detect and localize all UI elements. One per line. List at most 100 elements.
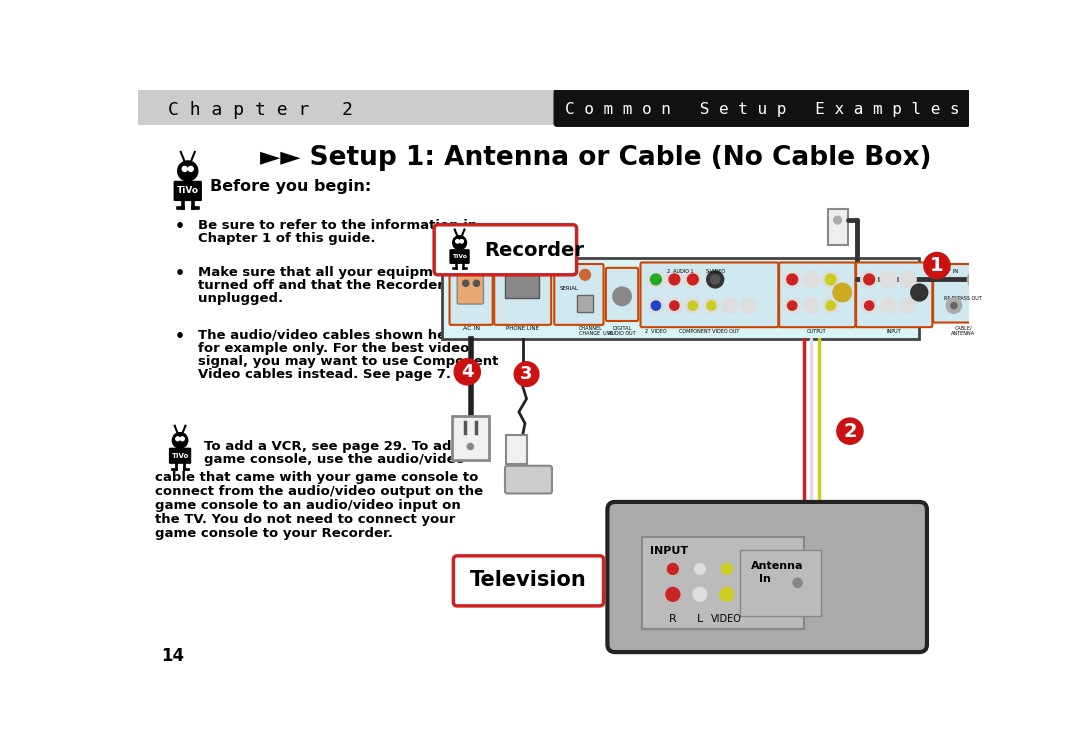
FancyBboxPatch shape [554, 88, 971, 127]
Circle shape [666, 298, 683, 314]
Circle shape [662, 584, 684, 605]
Text: 14: 14 [161, 647, 184, 665]
Circle shape [670, 301, 679, 310]
FancyBboxPatch shape [495, 264, 551, 325]
Circle shape [688, 301, 698, 310]
Text: SERIAL: SERIAL [559, 286, 579, 290]
FancyBboxPatch shape [451, 416, 489, 460]
Text: COMPONENT VIDEO OUT: COMPONENT VIDEO OUT [679, 328, 739, 334]
Circle shape [666, 587, 679, 602]
Text: TiVo: TiVo [172, 453, 189, 459]
Circle shape [666, 271, 683, 288]
Circle shape [188, 166, 193, 172]
Circle shape [802, 271, 820, 288]
Circle shape [880, 271, 896, 288]
Circle shape [822, 271, 839, 288]
Text: PHONE LINE: PHONE LINE [507, 326, 539, 331]
Text: 3: 3 [521, 365, 532, 383]
Text: VIDEO: VIDEO [712, 614, 742, 623]
Circle shape [183, 166, 187, 172]
FancyBboxPatch shape [168, 448, 191, 464]
Circle shape [973, 275, 981, 284]
Text: 1: 1 [930, 256, 944, 275]
Circle shape [669, 274, 679, 285]
Circle shape [688, 274, 699, 285]
Text: CABLE/
ANTENNA: CABLE/ ANTENNA [951, 326, 975, 337]
Circle shape [508, 473, 519, 486]
Text: IR: IR [519, 266, 525, 272]
Circle shape [648, 298, 663, 314]
Circle shape [946, 298, 961, 314]
FancyBboxPatch shape [933, 264, 994, 322]
FancyBboxPatch shape [457, 272, 484, 304]
FancyBboxPatch shape [505, 274, 539, 298]
Text: turned off and that the Recorder is: turned off and that the Recorder is [198, 279, 461, 292]
Circle shape [580, 269, 591, 280]
Circle shape [865, 301, 874, 310]
FancyBboxPatch shape [449, 264, 492, 325]
Circle shape [883, 274, 894, 285]
Text: •: • [175, 328, 185, 344]
Circle shape [744, 301, 753, 310]
Text: To add a VCR, see page 29. To add a: To add a VCR, see page 29. To add a [204, 440, 474, 452]
Circle shape [647, 271, 664, 288]
Circle shape [453, 236, 467, 250]
FancyBboxPatch shape [442, 258, 919, 339]
Text: the TV. You do not need to connect your: the TV. You do not need to connect your [154, 513, 455, 526]
Circle shape [723, 298, 738, 314]
Circle shape [716, 584, 738, 605]
Circle shape [807, 301, 816, 310]
Text: Antenna: Antenna [752, 561, 804, 571]
Circle shape [514, 362, 539, 386]
Text: TiVo: TiVo [453, 254, 467, 259]
Circle shape [834, 216, 841, 224]
Text: INPUT: INPUT [887, 328, 901, 334]
Circle shape [651, 301, 661, 310]
Circle shape [456, 239, 459, 243]
Circle shape [685, 298, 701, 314]
Text: CHANNEL
CHANGE  USB: CHANNEL CHANGE USB [579, 326, 613, 337]
FancyBboxPatch shape [827, 209, 848, 245]
Circle shape [180, 437, 185, 441]
FancyBboxPatch shape [606, 268, 638, 321]
Circle shape [902, 274, 913, 285]
Text: 2  AUDIO 1: 2 AUDIO 1 [667, 268, 693, 274]
Text: L: L [697, 614, 703, 623]
Circle shape [825, 274, 836, 285]
Circle shape [455, 358, 481, 385]
FancyBboxPatch shape [856, 262, 932, 327]
Circle shape [786, 572, 809, 594]
Text: DIGITAL
AUDIO OUT: DIGITAL AUDIO OUT [608, 326, 636, 337]
FancyBboxPatch shape [779, 262, 855, 327]
Text: •: • [175, 219, 185, 234]
FancyBboxPatch shape [640, 262, 779, 327]
Circle shape [538, 473, 550, 486]
FancyBboxPatch shape [434, 225, 577, 274]
Text: C o m m o n   S e t u p   E x a m p l e s: C o m m o n S e t u p E x a m p l e s [565, 102, 959, 117]
Text: RF IN: RF IN [944, 268, 958, 274]
Text: game console to an audio/video input on: game console to an audio/video input on [154, 499, 460, 512]
Text: game console, use the audio/video: game console, use the audio/video [204, 453, 464, 466]
Text: Recorder: Recorder [484, 242, 584, 260]
Text: IR: IR [559, 270, 565, 275]
FancyBboxPatch shape [607, 502, 927, 652]
Text: ►► Setup 1: Antenna or Cable (No Cable Box): ►► Setup 1: Antenna or Cable (No Cable B… [260, 145, 932, 171]
Circle shape [721, 563, 732, 574]
Circle shape [826, 301, 835, 310]
Text: In: In [759, 574, 771, 584]
FancyBboxPatch shape [138, 90, 970, 125]
Text: for example only. For the best video: for example only. For the best video [198, 342, 469, 355]
Circle shape [923, 253, 950, 279]
FancyBboxPatch shape [578, 295, 593, 312]
Text: unplugged.: unplugged. [198, 292, 283, 304]
Text: Before you begin:: Before you begin: [211, 178, 372, 194]
Circle shape [837, 418, 863, 444]
FancyBboxPatch shape [454, 556, 604, 606]
Text: The audio/video cables shown here are: The audio/video cables shown here are [198, 328, 490, 342]
Text: INPUT: INPUT [650, 546, 688, 556]
FancyBboxPatch shape [174, 181, 202, 201]
Circle shape [689, 584, 711, 605]
Circle shape [741, 298, 756, 314]
Circle shape [667, 563, 678, 574]
Circle shape [650, 274, 661, 285]
